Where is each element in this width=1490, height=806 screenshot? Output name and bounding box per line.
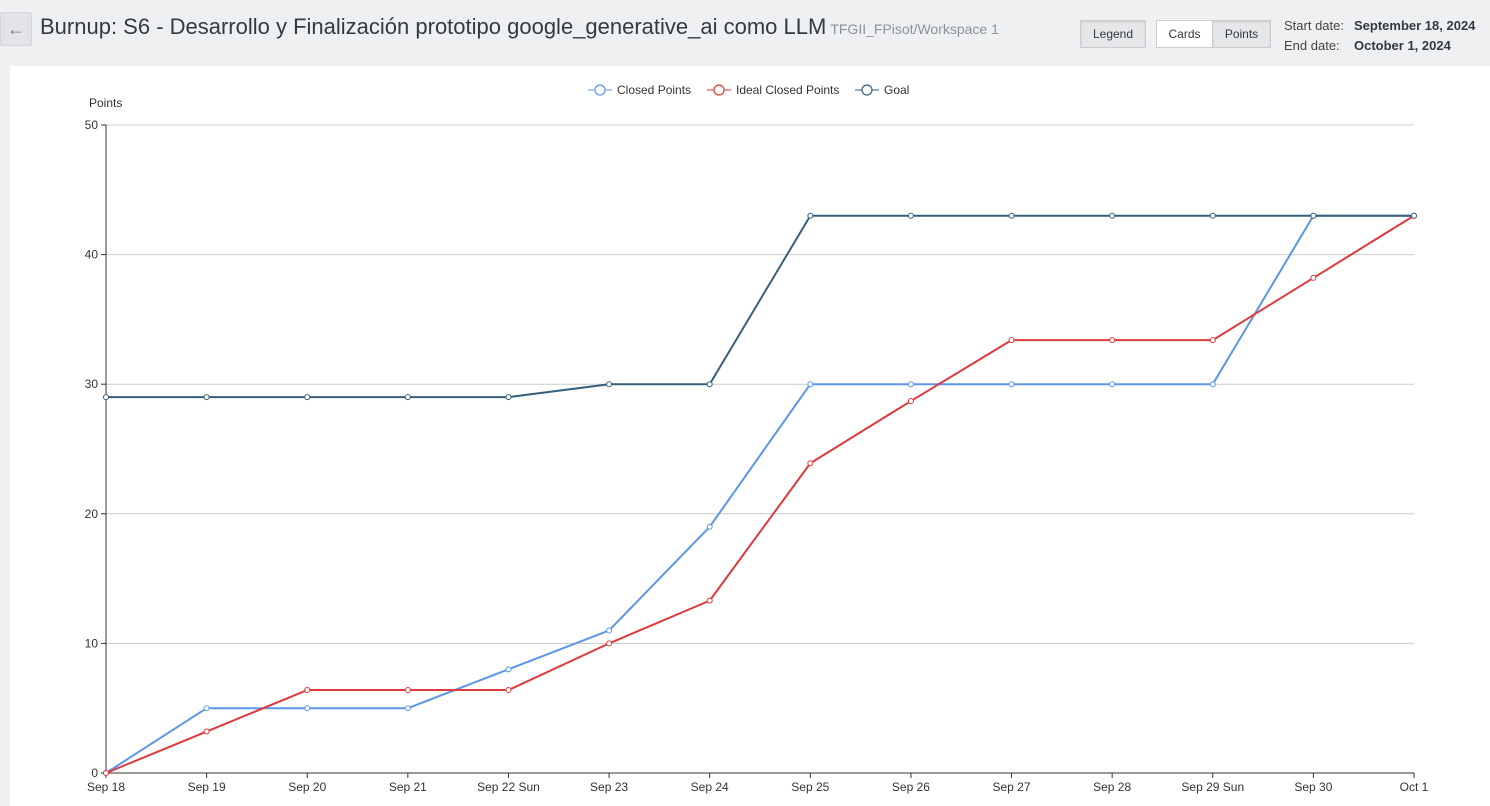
data-point — [807, 212, 814, 219]
legend-label: Closed Points — [617, 83, 691, 97]
legend-label: Ideal Closed Points — [736, 83, 839, 97]
data-point — [1310, 212, 1317, 219]
data-point — [1411, 212, 1417, 219]
x-tick-label: Sep 25 — [791, 780, 829, 794]
x-tick-label: Sep 30 — [1294, 780, 1332, 794]
data-point — [1008, 381, 1015, 388]
y-tick-label: 20 — [85, 507, 99, 521]
data-point — [606, 640, 613, 647]
data-point — [1109, 212, 1116, 219]
series-line — [105, 214, 1414, 774]
legend-marker — [594, 84, 606, 96]
legend-label: Goal — [884, 83, 909, 97]
x-tick-label: Sep 20 — [288, 780, 326, 794]
back-button[interactable]: ← — [0, 12, 32, 46]
end-date-label: End date: — [1284, 38, 1340, 53]
data-point — [203, 705, 210, 712]
data-point — [404, 687, 411, 694]
series-line — [105, 214, 1415, 774]
data-point — [505, 394, 512, 401]
series-line — [106, 214, 1414, 399]
data-point — [505, 666, 512, 673]
data-point — [103, 770, 109, 776]
workspace-label: TFGII_FPisot/Workspace 1 — [830, 21, 999, 37]
legend-button[interactable]: Legend — [1080, 20, 1146, 48]
x-tick-label: Sep 22 Sun — [477, 780, 540, 794]
date-range: Start date: September 18, 2024 End date: O… — [1284, 16, 1475, 56]
data-point — [807, 460, 814, 467]
header-bar: ← Burnup: S6 - Desarrollo y Finalización… — [0, 0, 1490, 64]
data-point — [706, 597, 713, 604]
data-point — [1310, 274, 1317, 281]
y-tick-label: 10 — [85, 636, 99, 650]
data-point — [203, 728, 210, 735]
x-tick-label: Sep 26 — [892, 780, 930, 794]
x-tick-label: Sep 28 — [1093, 780, 1131, 794]
data-point — [807, 381, 814, 388]
y-axis-label: Points — [89, 96, 122, 110]
chart-panel — [10, 66, 1490, 806]
points-button[interactable]: Points — [1212, 20, 1271, 48]
data-point — [606, 627, 613, 634]
data-point — [907, 212, 914, 219]
data-point — [1109, 337, 1116, 344]
data-point — [606, 381, 613, 388]
x-tick-label: Sep 23 — [590, 780, 628, 794]
arrow-left-icon: ← — [7, 18, 25, 39]
sprint-title: Burnup: S6 - Desarrollo y Finalización p… — [40, 14, 827, 39]
x-tick-label: Sep 19 — [188, 780, 226, 794]
x-tick-label: Sep 27 — [993, 780, 1031, 794]
page-title: Burnup: S6 - Desarrollo y Finalización p… — [40, 14, 999, 40]
x-tick-label: Sep 18 — [87, 780, 125, 794]
legend-marker — [713, 84, 725, 96]
data-point — [1209, 212, 1216, 219]
y-tick-label: 40 — [85, 248, 99, 262]
legend-marker — [861, 84, 873, 96]
data-point — [304, 705, 311, 712]
end-date-value: October 1, 2024 — [1354, 38, 1451, 53]
data-point — [1008, 212, 1015, 219]
x-tick-label: Sep 24 — [691, 780, 729, 794]
data-point — [304, 394, 311, 401]
start-date-label: Start date: — [1284, 18, 1344, 33]
data-point — [404, 705, 411, 712]
data-point — [1209, 381, 1216, 388]
y-tick-label: 0 — [91, 766, 98, 780]
data-point — [907, 381, 914, 388]
x-tick-label: Oct 1 — [1400, 780, 1429, 794]
x-tick-label: Sep 29 Sun — [1181, 780, 1244, 794]
y-tick-label: 50 — [85, 118, 99, 132]
data-point — [706, 381, 713, 388]
data-point — [203, 394, 210, 401]
data-point — [1109, 381, 1116, 388]
data-point — [1008, 337, 1015, 344]
start-date-value: September 18, 2024 — [1354, 18, 1476, 33]
data-point — [907, 398, 914, 405]
data-point — [404, 394, 411, 401]
data-point — [1209, 337, 1216, 344]
y-tick-label: 30 — [85, 377, 99, 391]
data-point — [706, 523, 713, 530]
data-point — [103, 394, 109, 401]
data-point — [505, 687, 512, 694]
data-point — [304, 687, 311, 694]
x-tick-label: Sep 21 — [389, 780, 427, 794]
